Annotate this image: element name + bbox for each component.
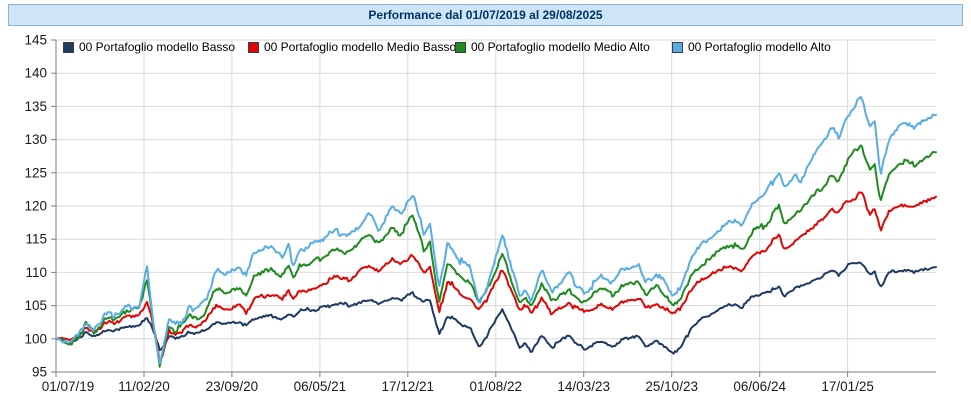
legend-label-alto: 00 Portafoglio modello Alto <box>688 40 831 54</box>
y-tick-label: 105 <box>24 298 47 313</box>
chart-canvas: 145 140 135 130 125 120 115 110 105 100 9501/07/19… <box>24 33 937 394</box>
legend-label-basso: 00 Portafoglio modello Basso <box>79 40 236 54</box>
performance-chart: 145 140 135 130 125 120 115 110 105 100 95 01/07/19… <box>0 28 971 407</box>
chart-title-bar: Performance dal 01/07/2019 al 29/08/2025 <box>8 4 963 26</box>
series-line-alto <box>55 95 937 365</box>
x-tick-label: 23/09/20 <box>206 379 259 394</box>
y-tick-label: 95 <box>32 365 47 380</box>
axes <box>51 39 936 377</box>
y-tick-label: 125 <box>24 165 47 180</box>
x-tick-label: 06/06/24 <box>733 379 786 394</box>
series-line-basso <box>55 261 937 355</box>
series-line-medio-basso <box>55 191 937 364</box>
legend-label-medio-basso: 00 Portafoglio modello Medio Basso <box>264 40 457 54</box>
x-tick-label: 06/05/21 <box>294 379 347 394</box>
x-tick-label: 17/12/21 <box>382 379 435 394</box>
legend-swatch-alto <box>672 41 683 53</box>
y-tick-label: 115 <box>25 232 47 247</box>
legend-swatch-basso <box>63 41 74 53</box>
legend-item-medio-alto[interactable]: 00 Portafoglio modello Medio Alto <box>455 40 650 54</box>
y-tick-label: 110 <box>25 265 47 280</box>
x-tick-label: 14/03/23 <box>557 379 610 394</box>
legend-item-alto[interactable]: 00 Portafoglio modello Alto <box>672 40 831 54</box>
x-tick-label: 17/01/25 <box>821 379 874 394</box>
legend-item-basso[interactable]: 00 Portafoglio modello Basso <box>63 40 235 54</box>
x-tick-label: 01/08/22 <box>470 379 523 394</box>
series-line-medio-alto <box>55 144 937 368</box>
legend-swatch-medio-basso <box>248 41 259 53</box>
x-tick-label: 01/07/19 <box>42 379 95 394</box>
plot-area[interactable] <box>56 40 936 372</box>
legend-swatch-medio-alto <box>455 41 466 53</box>
y-tick-label: 140 <box>24 66 47 81</box>
x-axis-labels: 01/07/19 11/02/20 23/09/20 06/05/21 17/12/21… <box>42 379 874 394</box>
y-axis-labels: 145 140 135 130 125 120 115 110 105 100 95 <box>24 33 47 380</box>
legend-label-medio-alto: 00 Portafoglio modello Medio Alto <box>471 40 650 54</box>
y-tick-label: 120 <box>24 199 47 214</box>
y-tick-label: 100 <box>24 331 47 346</box>
x-tick-label: 25/10/23 <box>645 379 698 394</box>
y-tick-label: 145 <box>24 33 47 48</box>
series-lines <box>55 95 937 368</box>
y-tick-label: 130 <box>24 132 47 147</box>
chart-title: Performance dal 01/07/2019 al 29/08/2025 <box>368 8 603 22</box>
legend-item-medio-basso[interactable]: 00 Portafoglio modello Medio Basso <box>248 40 456 54</box>
y-tick-label: 135 <box>24 99 47 114</box>
gridlines <box>56 39 936 372</box>
x-tick-label: 11/02/20 <box>118 379 170 394</box>
